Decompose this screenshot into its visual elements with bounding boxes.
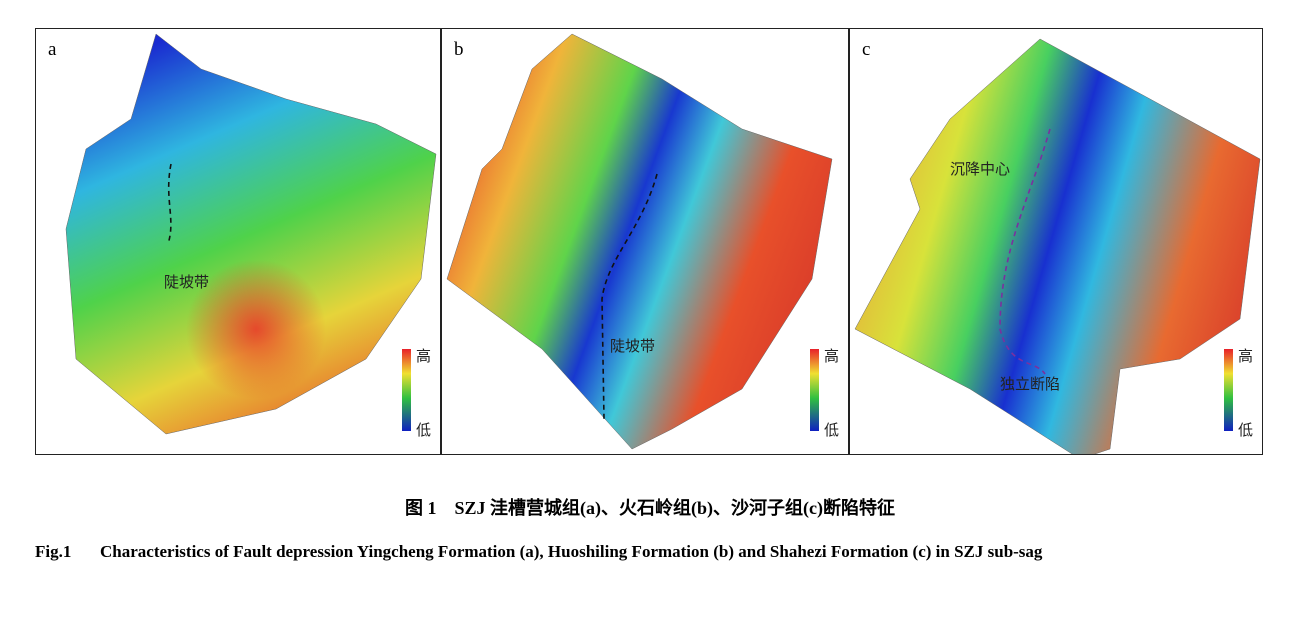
legend-low: 低 (824, 421, 839, 439)
legend-low: 低 (1238, 421, 1253, 439)
caption-zh: 图 1 SZJ 洼槽营城组(a)、火石岭组(b)、沙河子组(c)断陷特征 (0, 494, 1300, 520)
dashed-line (999, 128, 1051, 375)
legend-high: 高 (824, 347, 839, 365)
caption-en: Fig.1 Characteristics of Fault depression… (35, 534, 1275, 570)
legend-high: 高 (1238, 347, 1253, 365)
legend-bar (1224, 349, 1233, 431)
annotation: 陡坡带 (164, 273, 209, 291)
caption-label: Fig.1 (35, 542, 72, 561)
surface (854, 38, 1261, 454)
surface (446, 33, 833, 450)
caption-text: Characteristics of Fault depression Ying… (100, 542, 1043, 561)
panel-label: a (48, 39, 57, 60)
high-zone (186, 259, 326, 399)
legend-bar (810, 349, 819, 431)
annotation: 陡坡带 (610, 337, 655, 355)
map-panel: b 陡坡带高低 (441, 28, 849, 455)
caption-label: 图 1 (405, 498, 437, 518)
legend-low: 低 (416, 421, 431, 439)
dashed-line (601, 173, 658, 420)
dashed-line (167, 163, 172, 245)
panel-label: b (454, 39, 464, 60)
panel-label: c (862, 39, 870, 60)
surface (65, 33, 437, 435)
legend-bar (402, 349, 411, 431)
annotation: 沉降中心 (950, 160, 1010, 178)
caption-text: SZJ 洼槽营城组(a)、火石岭组(b)、沙河子组(c)断陷特征 (454, 498, 895, 518)
map-panel: a 陡坡带高低 (35, 28, 441, 455)
annotation: 独立断陷 (1000, 375, 1060, 393)
legend-high: 高 (416, 347, 431, 365)
map-panel: c 沉降中心独立断陷 高低 (849, 28, 1263, 455)
